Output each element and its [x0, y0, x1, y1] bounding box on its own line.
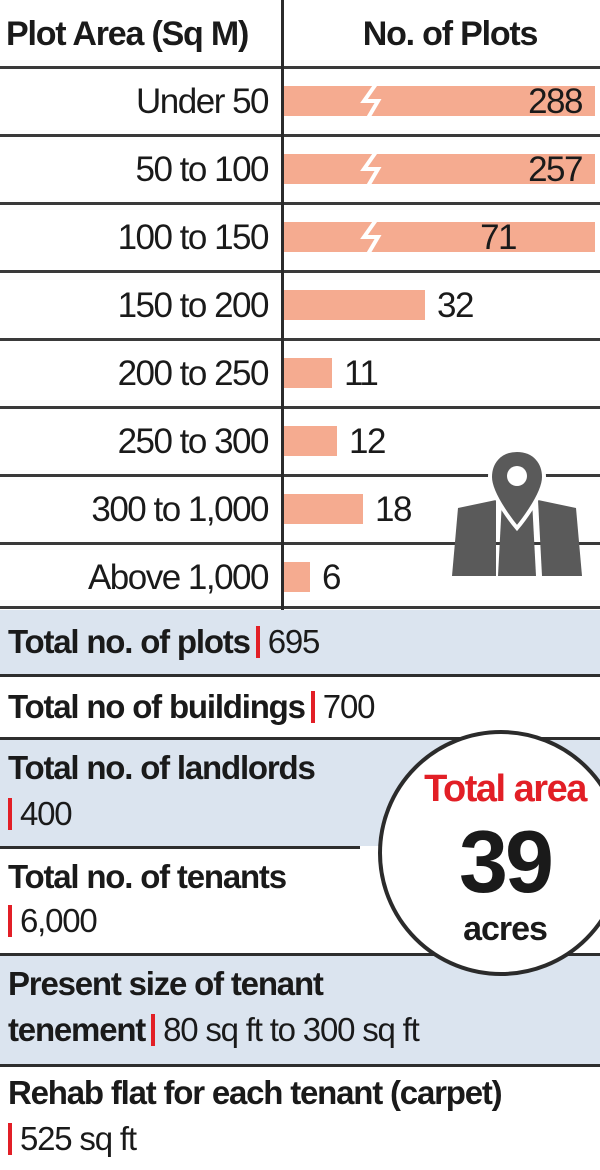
category-label: 150 to 200 — [117, 286, 270, 325]
separator — [8, 1123, 12, 1155]
stat-value: 400 — [20, 795, 73, 832]
badge-value: 39 — [459, 812, 554, 911]
bar — [284, 222, 595, 252]
total-area-badge: Total area 39 acres — [378, 730, 600, 976]
separator — [8, 798, 12, 830]
row-divider — [0, 606, 600, 609]
bar — [284, 86, 595, 116]
stat-label: Total no. of landlords — [8, 749, 316, 786]
bar — [284, 358, 332, 388]
value-label: 12 — [349, 422, 386, 461]
bar — [284, 562, 310, 592]
stat-label: Rehab flat for each tenant (carpet) — [8, 1074, 503, 1111]
stat-value: 695 — [267, 623, 321, 660]
separator — [151, 1014, 156, 1046]
divider — [0, 846, 360, 849]
axis-break-mark — [360, 152, 382, 186]
row-divider — [0, 134, 600, 137]
divider — [0, 953, 600, 956]
axis-break-mark — [360, 84, 382, 118]
row-divider — [0, 474, 600, 477]
axis-break-mark — [360, 220, 382, 254]
category-label: Above 1,000 — [87, 558, 270, 597]
row-divider — [0, 338, 600, 341]
column-header-no-of-plots: No. of Plots — [362, 15, 539, 53]
category-label: 100 to 150 — [117, 218, 270, 257]
plots-bar-chart: Plot Area (Sq M) No. of Plots Under 50 28… — [0, 0, 600, 610]
value-label: 71 — [480, 218, 517, 257]
bar — [284, 426, 337, 456]
map-pin-icon — [452, 450, 582, 576]
stat-value: 80 sq ft to 300 sq ft — [163, 1011, 420, 1048]
stat-label: Total no of buildings — [8, 688, 306, 725]
stat-total-buildings: Total no of buildings 700 — [0, 677, 600, 737]
category-label: 300 to 1,000 — [91, 490, 269, 529]
column-divider — [281, 0, 284, 610]
value-label: 11 — [344, 354, 379, 393]
stat-label: Total no. of tenants — [8, 858, 287, 895]
bar — [284, 290, 425, 320]
separator — [8, 905, 12, 937]
divider — [0, 674, 600, 677]
value-label: 18 — [375, 490, 412, 529]
badge-title: Total area — [424, 768, 587, 810]
bar — [284, 154, 595, 184]
row-divider — [0, 66, 600, 69]
column-header-plot-area: Plot Area (Sq M) — [6, 15, 249, 53]
category-label: 50 to 100 — [135, 150, 270, 189]
category-label: 250 to 300 — [117, 422, 270, 461]
divider — [0, 1064, 600, 1067]
divider — [0, 737, 600, 740]
stat-label: tenement — [8, 1011, 146, 1048]
stat-rehab-flat: Rehab flat for each tenant (carpet) 525 … — [0, 1067, 600, 1170]
category-label: 200 to 250 — [117, 354, 270, 393]
value-label: 288 — [528, 82, 583, 121]
stat-label: Total no. of plots — [8, 623, 251, 660]
separator — [255, 626, 260, 658]
badge-unit: acres — [463, 910, 548, 948]
stat-value: 6,000 — [20, 902, 98, 939]
row-divider — [0, 202, 600, 205]
separator — [310, 691, 315, 723]
row-divider — [0, 542, 600, 545]
stat-label: Present size of tenant — [8, 965, 324, 1002]
value-label: 6 — [322, 558, 341, 597]
row-divider — [0, 270, 600, 273]
stat-total-tenants: Total no. of tenants 6,000 — [0, 849, 600, 953]
stat-value: 525 sq ft — [20, 1120, 137, 1157]
category-label: Under 50 — [136, 82, 269, 121]
value-label: 257 — [528, 150, 583, 189]
value-label: 32 — [437, 286, 474, 325]
bar — [284, 494, 363, 524]
row-divider — [0, 406, 600, 409]
stat-total-plots: Total no. of plots 695 — [0, 610, 600, 674]
stat-value: 700 — [322, 688, 376, 725]
